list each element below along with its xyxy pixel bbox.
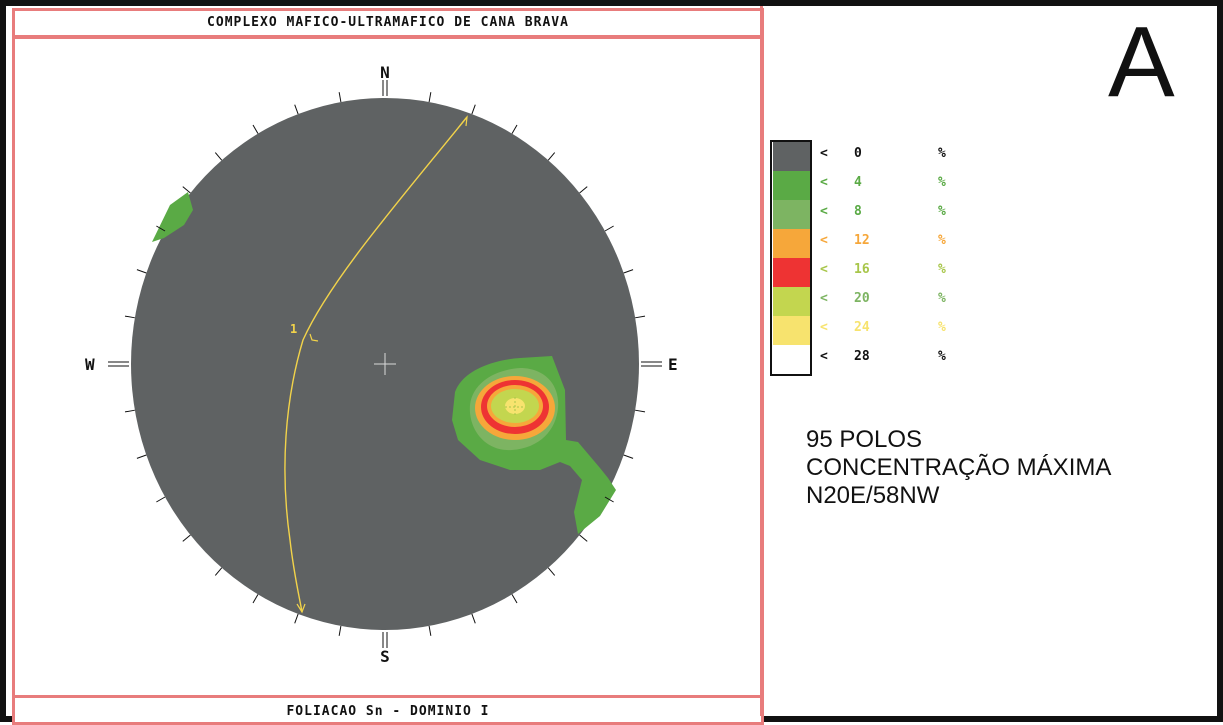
- legend-less-than: <: [820, 320, 828, 335]
- legend-less-than: <: [820, 291, 828, 306]
- azimuth-tick: [471, 104, 476, 115]
- north-label: N: [380, 63, 390, 82]
- azimuth-tick: [579, 186, 588, 194]
- legend-item: <24%: [770, 316, 970, 348]
- azimuth-tick: [156, 225, 166, 232]
- legend-swatch: [773, 171, 811, 201]
- azimuth-tick: [471, 613, 476, 624]
- legend-percent: %: [938, 146, 946, 161]
- contour-label-tick: [309, 333, 319, 342]
- legend-value: 20: [854, 291, 870, 306]
- azimuth-tick: [511, 594, 518, 604]
- legend-percent: %: [938, 349, 946, 364]
- azimuth-tick: [136, 269, 147, 274]
- plot-title: COMPLEXO MAFICO-ULTRAMAFICO DE CANA BRAV…: [207, 15, 569, 30]
- legend-swatch: [773, 316, 811, 346]
- azimuth-tick: [338, 625, 342, 636]
- legend-value: 0: [854, 146, 862, 161]
- panel-separator: [760, 6, 763, 716]
- azimuth-tick: [124, 409, 135, 413]
- east-label: E: [668, 355, 678, 374]
- legend-swatch: [773, 200, 811, 230]
- azimuth-tick: [252, 124, 259, 134]
- azimuth-tick: [623, 454, 634, 459]
- max-concentration-value: N20E/58NW: [806, 482, 940, 509]
- azimuth-tick: [294, 104, 299, 115]
- legend-percent: %: [938, 233, 946, 248]
- legend-item: <12%: [770, 229, 970, 261]
- legend-percent: %: [938, 262, 946, 277]
- legend-swatch: [773, 287, 811, 317]
- azimuth-tick: [252, 594, 259, 604]
- azimuth-tick: [635, 315, 646, 319]
- legend-less-than: <: [820, 204, 828, 219]
- legend-swatch: [773, 142, 811, 172]
- west-label: W: [85, 355, 95, 374]
- legend-less-than: <: [820, 146, 828, 161]
- legend-item: <16%: [770, 258, 970, 290]
- azimuth-tick: [294, 613, 299, 624]
- legend-swatch: [773, 345, 811, 375]
- legend-percent: %: [938, 204, 946, 219]
- azimuth-tick: [428, 625, 432, 636]
- azimuth-tick: [182, 186, 191, 194]
- legend-swatch: [773, 258, 811, 288]
- legend-swatch: [773, 229, 811, 259]
- azimuth-tick: [124, 315, 135, 319]
- max-concentration-label: CONCENTRAÇÃO MÁXIMA: [806, 454, 1112, 481]
- azimuth-tick: [428, 92, 432, 103]
- legend-value: 8: [854, 204, 862, 219]
- info-block: 95 POLOS CONCENTRAÇÃO MÁXIMA N20E/58NW: [806, 426, 1111, 510]
- legend-value: 4: [854, 175, 862, 190]
- legend-value: 28: [854, 349, 870, 364]
- legend-less-than: <: [820, 233, 828, 248]
- legend-item: <0%: [770, 142, 970, 174]
- great-circle-arc: [284, 116, 468, 613]
- azimuth-tick: [182, 534, 191, 542]
- azimuth-tick: [214, 567, 223, 576]
- legend-less-than: <: [820, 175, 828, 190]
- poles-count: 95 POLOS: [806, 426, 923, 453]
- azimuth-tick: [623, 269, 634, 274]
- legend-less-than: <: [820, 349, 828, 364]
- stereonet: 1 N S E W: [85, 63, 678, 666]
- legend-percent: %: [938, 291, 946, 306]
- azimuth-tick: [604, 496, 614, 503]
- legend-value: 12: [854, 233, 870, 248]
- panel-label: A: [1108, 6, 1175, 118]
- azimuth-tick: [511, 124, 518, 134]
- azimuth-tick: [635, 409, 646, 413]
- azimuth-tick: [136, 454, 147, 459]
- azimuth-ticks: [124, 92, 646, 636]
- legend-less-than: <: [820, 262, 828, 277]
- legend-value: 24: [854, 320, 870, 335]
- azimuth-tick: [579, 534, 588, 542]
- footer-box: FOLIACAO Sn - DOMINIO I: [12, 695, 764, 725]
- azimuth-tick: [156, 496, 166, 503]
- azimuth-tick: [338, 92, 342, 103]
- legend-percent: %: [938, 175, 946, 190]
- azimuth-tick: [547, 152, 556, 161]
- legend-percent: %: [938, 320, 946, 335]
- azimuth-tick: [547, 567, 556, 576]
- azimuth-tick: [604, 225, 614, 232]
- legend-item: <20%: [770, 287, 970, 319]
- great-circle-arrow: [461, 115, 468, 127]
- legend-value: 16: [854, 262, 870, 277]
- great-circle-tail: [296, 603, 306, 614]
- legend-item: <8%: [770, 200, 970, 232]
- azimuth-tick: [214, 152, 223, 161]
- legend-border: [770, 140, 812, 376]
- contour-label: 1: [290, 322, 297, 336]
- legend-item: <28%: [770, 345, 970, 377]
- legend-item: <4%: [770, 171, 970, 203]
- plot-footer: FOLIACAO Sn - DOMINIO I: [286, 704, 490, 719]
- south-label: S: [380, 647, 390, 666]
